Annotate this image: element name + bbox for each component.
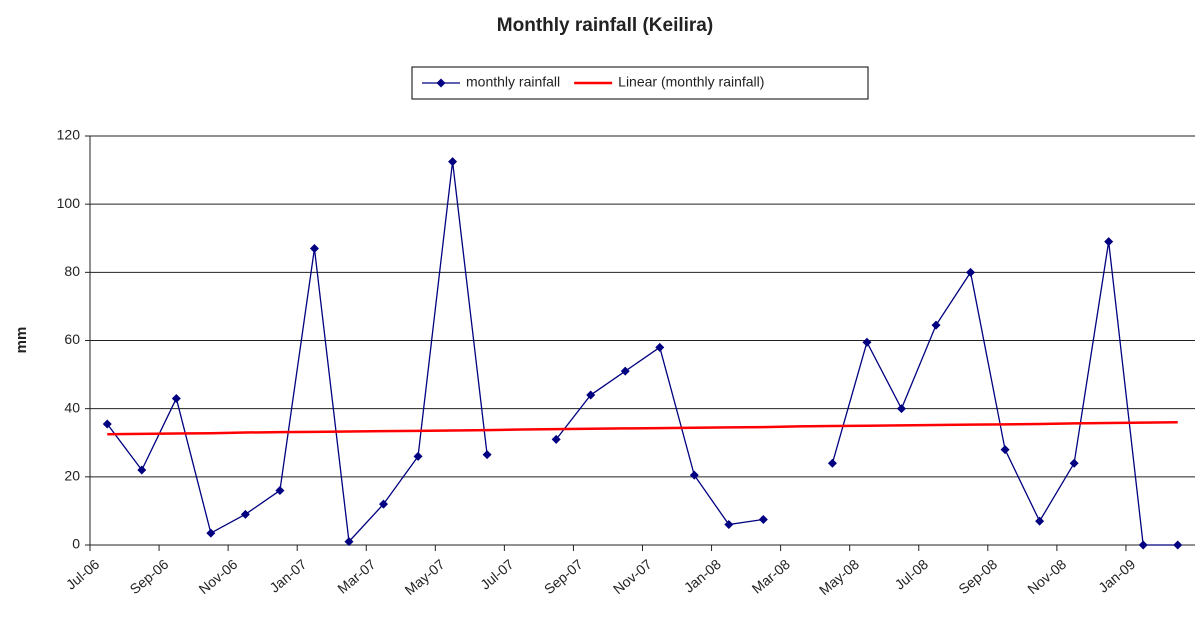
legend-label: monthly rainfall — [466, 74, 560, 90]
series-line — [106, 161, 1178, 546]
point — [896, 404, 906, 414]
x-tick-label: Jul-07 — [477, 556, 517, 593]
point — [102, 419, 112, 429]
point — [655, 342, 665, 352]
legend-marker — [436, 78, 446, 88]
point — [1104, 237, 1114, 247]
point — [275, 485, 285, 495]
point — [379, 499, 389, 509]
point — [482, 450, 492, 460]
point — [137, 465, 147, 475]
x-tick-label: Jul-08 — [892, 556, 932, 593]
point — [689, 470, 699, 480]
point — [344, 537, 354, 547]
x-tick-label: Sep-06 — [126, 556, 171, 597]
point — [931, 320, 941, 330]
point — [551, 434, 561, 444]
point — [1069, 458, 1079, 468]
x-tick-label: May-07 — [402, 556, 448, 598]
x-tick-label: Jan-09 — [1095, 556, 1138, 596]
point — [620, 366, 630, 376]
y-tick-label: 120 — [57, 127, 81, 143]
x-tick-label: Nov-06 — [196, 556, 241, 597]
x-tick-label: Jan-08 — [681, 556, 724, 596]
point — [1173, 540, 1183, 550]
x-tick-label: Jul-06 — [63, 556, 103, 593]
x-tick-label: Jan-07 — [266, 556, 309, 596]
y-axis-label: mm — [13, 327, 30, 354]
point — [827, 458, 837, 468]
chart-title: Monthly rainfall (Keilira) — [497, 15, 713, 36]
x-tick-label: Mar-07 — [334, 556, 378, 597]
point — [240, 509, 250, 519]
point — [171, 393, 181, 403]
point — [206, 528, 216, 538]
legend-label: Linear (monthly rainfall) — [618, 74, 764, 90]
point — [448, 157, 458, 167]
x-tick-label: Sep-07 — [541, 556, 586, 597]
point — [1035, 516, 1045, 526]
x-tick-label: Sep-08 — [955, 556, 1000, 597]
legend-box — [411, 66, 869, 100]
x-tick-label: Mar-08 — [749, 556, 793, 597]
series-line — [107, 421, 1178, 436]
point — [758, 514, 768, 524]
y-tick-label: 80 — [64, 263, 80, 279]
x-tick-label: Nov-08 — [1024, 556, 1069, 597]
point — [966, 267, 976, 277]
y-tick-label: 100 — [57, 195, 81, 211]
point — [413, 451, 423, 461]
point — [1000, 445, 1010, 455]
y-tick-label: 60 — [64, 331, 80, 347]
point — [724, 520, 734, 530]
y-tick-label: 20 — [64, 468, 80, 484]
x-tick-label: May-08 — [816, 556, 862, 598]
point — [309, 243, 319, 253]
x-tick-label: Nov-07 — [610, 556, 655, 597]
point — [1138, 540, 1148, 550]
y-tick-label: 40 — [64, 399, 80, 415]
point — [862, 337, 872, 347]
y-tick-label: 0 — [72, 536, 80, 552]
point — [586, 390, 596, 400]
